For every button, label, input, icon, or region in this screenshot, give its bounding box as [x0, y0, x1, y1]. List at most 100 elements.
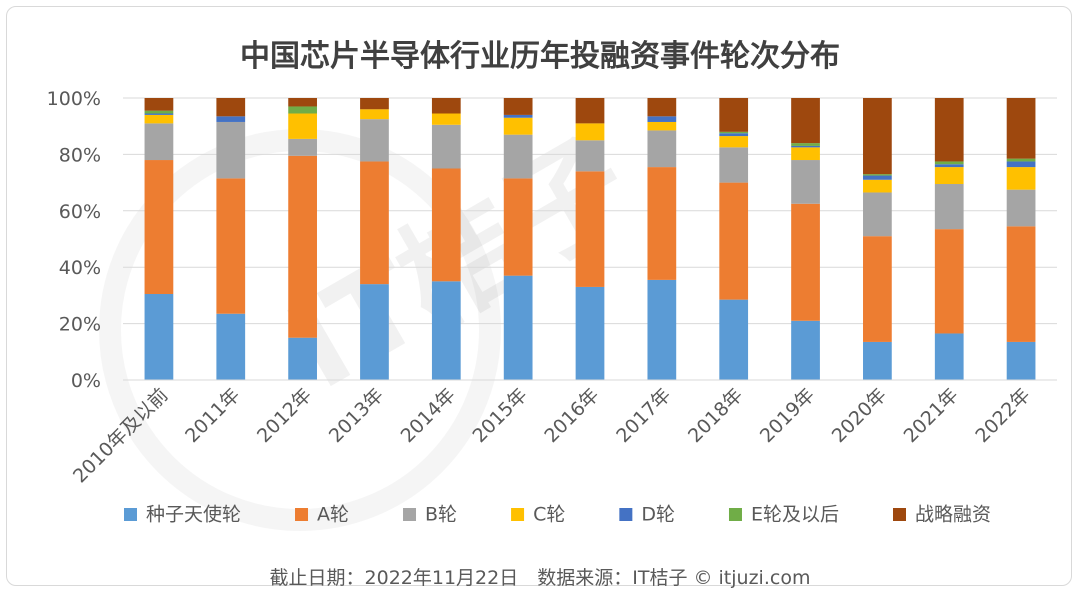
- x-tick-label: 2019年: [756, 384, 819, 447]
- legend-swatch: [511, 508, 525, 521]
- bar-segment: [216, 116, 246, 122]
- y-tick-label: 40%: [59, 257, 101, 279]
- bar-segment: [647, 279, 677, 380]
- x-axis-ticks: 2010年及以前 2011年 2012年 2013年 2014年 2015年 2016年 20…: [69, 384, 1035, 487]
- legend: 种子天使轮 A轮 B轮 C轮 D轮 E轮及以后 战略融资: [124, 504, 991, 526]
- bar-segment: [934, 229, 964, 334]
- bar-segment: [719, 131, 749, 134]
- bar-segment: [863, 98, 892, 175]
- bar-segment: [360, 119, 389, 162]
- bar-segment: [934, 184, 964, 230]
- bar-segment: [791, 147, 820, 161]
- bar-segment: [863, 192, 892, 237]
- bar-segment: [575, 140, 605, 172]
- x-tick-label: 2022年: [971, 384, 1034, 447]
- legend-label: A轮: [317, 504, 349, 526]
- x-tick-label: 2021年: [900, 384, 963, 447]
- bar-segment: [1006, 167, 1036, 190]
- bar-segment: [360, 109, 389, 120]
- bar-segment: [575, 286, 605, 380]
- bar-segment: [719, 299, 749, 380]
- legend-swatch: [295, 508, 309, 521]
- bar-segment: [863, 341, 892, 380]
- bar-segment: [863, 174, 892, 176]
- chart-frame: [6, 6, 1072, 586]
- x-tick-label: 2017年: [612, 384, 675, 447]
- bar-segment: [1006, 98, 1036, 159]
- bar-segment: [1006, 226, 1036, 342]
- bar-segment: [934, 164, 964, 168]
- legend-label: E轮及以后: [751, 504, 839, 526]
- x-tick-label: 2018年: [684, 384, 747, 447]
- legend-swatch: [124, 508, 137, 521]
- bar-segment: [719, 133, 749, 137]
- bar-segment: [216, 313, 246, 380]
- bar-segment: [863, 179, 892, 193]
- bar-segment: [1006, 189, 1036, 227]
- bar-segment: [144, 110, 174, 114]
- bar-segment: [216, 121, 246, 179]
- x-tick-label: 2011年: [181, 384, 244, 447]
- bar-segment: [1006, 341, 1036, 380]
- bar-segment: [791, 143, 820, 146]
- bar-segment: [791, 160, 820, 204]
- bar-segment: [647, 98, 677, 117]
- bar-segment: [288, 138, 317, 156]
- bar-segment: [575, 171, 605, 287]
- legend-label: B轮: [425, 504, 457, 526]
- bar-segment: [934, 333, 964, 380]
- y-tick-label: 100%: [47, 88, 101, 110]
- bar-segment: [791, 320, 820, 380]
- bar-segment: [431, 113, 461, 125]
- bar-segment: [288, 337, 317, 380]
- bar-segment: [503, 275, 533, 380]
- bar-segment: [360, 284, 389, 380]
- bar-segment: [503, 178, 533, 276]
- bar-segment: [288, 155, 317, 338]
- bars: [144, 98, 1036, 380]
- bar-segment: [1006, 161, 1036, 168]
- x-tick-label: 2020年: [828, 384, 891, 447]
- bar-segment: [719, 182, 749, 300]
- y-tick-label: 60%: [59, 201, 101, 223]
- legend-swatch: [893, 508, 906, 521]
- legend-label: 战略融资: [915, 504, 991, 526]
- bar-segment: [934, 98, 964, 162]
- y-tick-label: 0%: [71, 370, 101, 392]
- bar-segment: [144, 114, 174, 124]
- y-tick-label: 20%: [59, 314, 101, 336]
- bar-segment: [934, 167, 964, 185]
- bar-segment: [647, 130, 677, 168]
- bar-segment: [791, 98, 820, 144]
- bar-segment: [431, 168, 461, 282]
- footnote: 截止日期：2022年11月22日 数据来源：IT桔子 © itjuzi.com: [270, 567, 811, 589]
- bar-segment: [791, 145, 820, 148]
- bar-segment: [647, 167, 677, 280]
- x-tick-label: 2012年: [253, 384, 316, 447]
- bar-segment: [144, 160, 174, 294]
- bar-segment: [503, 98, 533, 115]
- bar-segment: [360, 161, 389, 285]
- bar-segment: [431, 124, 461, 169]
- legend-label: C轮: [533, 504, 565, 526]
- bar-segment: [431, 98, 461, 114]
- bar-segment: [863, 236, 892, 342]
- bar-segment: [719, 98, 749, 132]
- legend-swatch: [619, 508, 633, 521]
- bar-segment: [503, 134, 533, 179]
- legend-label: 种子天使轮: [146, 504, 241, 526]
- bar-segment: [216, 178, 246, 314]
- bar-segment: [288, 106, 317, 114]
- bar-segment: [288, 98, 317, 107]
- bar-segment: [719, 136, 749, 148]
- bar-segment: [791, 203, 820, 321]
- bar-segment: [144, 98, 174, 111]
- bar-segment: [144, 123, 174, 161]
- x-tick-label: 2016年: [540, 384, 603, 447]
- bar-segment: [144, 293, 174, 380]
- bar-segment: [216, 98, 246, 117]
- y-axis-ticks: 0% 20% 40% 60% 80% 100%: [47, 88, 101, 392]
- bar-segment: [934, 161, 964, 165]
- bar-segment: [1006, 158, 1036, 162]
- bar-segment: [503, 117, 533, 135]
